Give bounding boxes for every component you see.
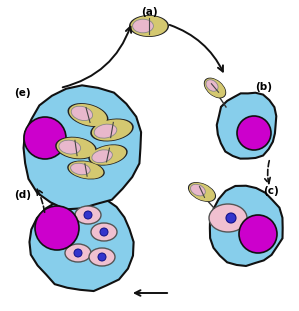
Polygon shape (30, 193, 134, 291)
Ellipse shape (190, 184, 205, 196)
Ellipse shape (94, 124, 117, 138)
Ellipse shape (71, 163, 90, 175)
Ellipse shape (205, 78, 225, 98)
Ellipse shape (55, 137, 97, 159)
Ellipse shape (237, 116, 271, 150)
Ellipse shape (204, 78, 226, 98)
Ellipse shape (226, 213, 236, 223)
Ellipse shape (91, 223, 117, 241)
Polygon shape (24, 85, 141, 209)
Text: (e): (e) (14, 88, 30, 98)
Ellipse shape (239, 215, 277, 253)
Ellipse shape (90, 145, 126, 165)
Ellipse shape (100, 228, 108, 236)
Text: (a): (a) (141, 7, 157, 17)
Polygon shape (210, 186, 283, 266)
Ellipse shape (189, 183, 215, 201)
Ellipse shape (209, 204, 247, 232)
Ellipse shape (69, 104, 107, 126)
Ellipse shape (74, 249, 82, 257)
Polygon shape (217, 93, 276, 159)
Text: (d): (d) (14, 190, 31, 200)
Ellipse shape (132, 19, 153, 33)
Ellipse shape (75, 206, 101, 224)
Ellipse shape (92, 119, 132, 141)
Ellipse shape (130, 16, 167, 36)
Text: (c): (c) (263, 186, 279, 196)
Text: (b): (b) (255, 82, 272, 92)
Ellipse shape (35, 206, 79, 250)
Ellipse shape (188, 182, 216, 202)
Ellipse shape (84, 211, 92, 219)
Ellipse shape (129, 15, 169, 37)
Ellipse shape (98, 253, 106, 261)
Ellipse shape (89, 248, 115, 266)
Ellipse shape (71, 106, 93, 121)
Ellipse shape (92, 150, 112, 163)
Ellipse shape (90, 118, 134, 142)
Ellipse shape (67, 160, 105, 179)
Ellipse shape (59, 140, 81, 154)
Ellipse shape (57, 137, 95, 158)
Ellipse shape (65, 244, 91, 262)
Ellipse shape (69, 161, 103, 179)
Ellipse shape (68, 103, 109, 127)
Ellipse shape (88, 144, 128, 166)
Ellipse shape (24, 117, 66, 159)
Ellipse shape (206, 80, 218, 91)
